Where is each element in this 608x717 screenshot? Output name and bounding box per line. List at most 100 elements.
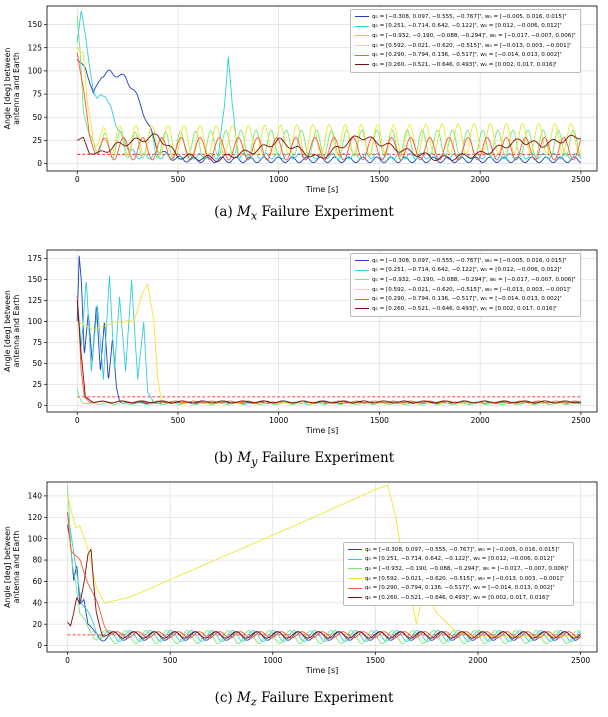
legend-label: q₀ = [0.592, −0.021, −0.620, −0.515]ᵀ, w… [365,575,564,582]
y-tick-label: 100 [28,317,43,326]
caption-mx: (a) Mx Failure Experiment [0,204,608,223]
legend-label: q₀ = [0.251, −0.714, 0.642, −0.122]ᵀ, w₀… [365,556,555,563]
legend-item: q₀ = [−0.932, −0.190, −0.088, −0.294]ᵀ, … [355,31,576,41]
x-tick-label: 0 [75,175,80,184]
y-tick-label: 120 [28,513,43,522]
x-tick-label: 2500 [571,175,590,184]
legend-swatch [348,549,362,551]
x-axis-label: Time [s] [305,426,339,435]
y-tick-label: 25 [32,136,42,145]
y-axis-label: Angle [deg] between [3,526,12,608]
x-tick-label: 1500 [370,175,389,184]
caption-mz: (c) Mz Failure Experiment [0,690,608,709]
legend-label: q₀ = [−0.308, 0.097, −0.555, −0.767]ᵀ, w… [372,13,567,20]
legend-label: q₀ = [0.290, −0.794, 0.136, −0.517]ᵀ, w₀… [372,296,562,303]
caption-symbol: M [237,690,251,706]
caption-prefix: (c) [214,690,233,706]
x-tick-label: 2000 [471,416,490,425]
legend-label: q₀ = [0.251, −0.714, 0.642, −0.122]ᵀ, w₀… [372,23,562,30]
legend-swatch [348,597,362,599]
x-axis-label: Time [s] [305,185,339,194]
legend-swatch [355,298,369,300]
series-line-5 [76,52,582,161]
legend-label: q₀ = [0.251, −0.714, 0.642, −0.122]ᵀ, w₀… [372,267,562,274]
legend-swatch [348,587,362,589]
legend-item: q₀ = [−0.308, 0.097, −0.555, −0.767]ᵀ, w… [355,256,576,266]
y-tick-label: 150 [28,275,43,284]
chart-my: 0 500 1000 1500 2000 2500 0 25 50 75 100 125 150 175 T… [3,249,598,435]
y-axis-label: Angle [deg] between [3,290,12,372]
y-tick-label: 75 [32,338,42,347]
legend-label: q₀ = [0.592, −0.021, −0.620, −0.515]ᵀ, w… [372,42,571,49]
x-tick-label: 2000 [471,175,490,184]
series-line-6 [76,133,582,163]
legend-item: q₀ = [0.290, −0.794, 0.136, −0.517]ᵀ, w₀… [348,583,569,593]
legend-swatch [355,64,369,66]
y-tick-label: 0 [37,401,42,410]
x-tick-label: 1000 [269,416,288,425]
y-tick-label: 60 [32,577,42,586]
y-tick-label: 140 [28,491,43,500]
x-tick-label: 500 [171,175,186,184]
x-tick-label: 0 [75,416,80,425]
legend-label: q₀ = [−0.308, 0.097, −0.555, −0.767]ᵀ, w… [372,257,567,264]
legend-item: q₀ = [0.592, −0.021, −0.620, −0.515]ᵀ, w… [355,41,576,51]
caption-sub: z [250,695,257,709]
legend-swatch [355,269,369,271]
legend-label: q₀ = [0.260, −0.521, −0.646, 0.493]ᵀ, w₀… [365,594,550,601]
chart-mz: 0 500 1000 1500 2000 2500 0 20 40 60 80 100 120 140 Ti… [3,481,598,675]
legend-item: q₀ = [0.290, −0.794, 0.136, −0.517]ᵀ, w₀… [355,50,576,60]
x-tick-label: 0 [65,656,70,665]
legend-swatch [355,308,369,310]
x-tick-label: 1500 [366,656,385,665]
legend-swatch [348,568,362,570]
series-line-3 [76,15,582,159]
x-tick-label: 2000 [468,656,487,665]
caption-symbol: M [237,450,252,466]
y-axis-label: antenna and Earth [12,52,21,125]
legend-item: q₀ = [0.251, −0.714, 0.642, −0.122]ᵀ, w₀… [355,22,576,32]
caption-text: Failure Experiment [261,450,395,466]
series-line-1 [76,59,582,164]
y-tick-label: 20 [32,620,42,629]
y-tick-label: 40 [32,598,42,607]
y-tick-label: 100 [28,534,43,543]
legend-label: q₀ = [−0.932, −0.190, −0.088, −0.294]ᵀ, … [372,32,576,39]
legend-swatch [355,54,369,56]
series-line-3 [67,485,581,644]
caption-prefix: (b) [213,450,234,466]
y-tick-label: 0 [37,641,42,650]
x-tick-label: 2500 [571,416,590,425]
legend-item: q₀ = [0.592, −0.021, −0.620, −0.515]ᵀ, w… [355,285,576,295]
y-tick-label: 50 [32,113,42,122]
series-line-6 [67,548,581,639]
legend-item: q₀ = [0.592, −0.021, −0.620, −0.515]ᵀ, w… [348,574,569,584]
legend-label: q₀ = [0.290, −0.794, 0.136, −0.517]ᵀ, w₀… [372,52,562,59]
y-tick-label: 150 [28,20,43,29]
y-tick-label: 100 [28,66,43,75]
legend-item: q₀ = [−0.932, −0.190, −0.088, −0.294]ᵀ, … [355,275,576,285]
chart-panel-mx: 0 500 1000 1500 2000 2500 0 25 50 75 100 125 150 Time… [0,0,608,238]
x-axis-label: Time [s] [305,666,339,675]
legend-item: q₀ = [0.260, −0.521, −0.646, 0.493]ᵀ, w₀… [355,60,576,70]
caption-symbol: M [237,204,251,220]
caption-prefix: (a) [214,204,233,220]
y-axis-label: antenna and Earth [12,295,21,368]
legend-item: q₀ = [−0.308, 0.097, −0.555, −0.767]ᵀ, w… [355,12,576,22]
legend-label: q₀ = [0.592, −0.021, −0.620, −0.515]ᵀ, w… [372,286,571,293]
axes-frame [46,249,598,413]
legend-label: q₀ = [0.260, −0.521, −0.646, 0.493]ᵀ, w₀… [372,305,557,312]
legend-item: q₀ = [−0.308, 0.097, −0.555, −0.767]ᵀ, w… [348,545,569,555]
legend-item: q₀ = [0.290, −0.794, 0.136, −0.517]ᵀ, w₀… [355,294,576,304]
series-line-5 [76,296,582,404]
legend-mz: q₀ = [−0.308, 0.097, −0.555, −0.767]ᵀ, w… [343,542,574,606]
series-line-3 [76,388,582,405]
caption-sub: y [251,455,258,469]
legend-item: q₀ = [0.260, −0.521, −0.646, 0.493]ᵀ, w₀… [355,304,576,314]
y-tick-label: 175 [28,254,43,263]
x-tick-label: 2500 [571,656,590,665]
series-line-4 [67,484,581,637]
chart-mx: 0 500 1000 1500 2000 2500 0 25 50 75 100 125 150 Time… [3,5,598,194]
legend-swatch [348,558,362,560]
legend-swatch [355,45,369,47]
